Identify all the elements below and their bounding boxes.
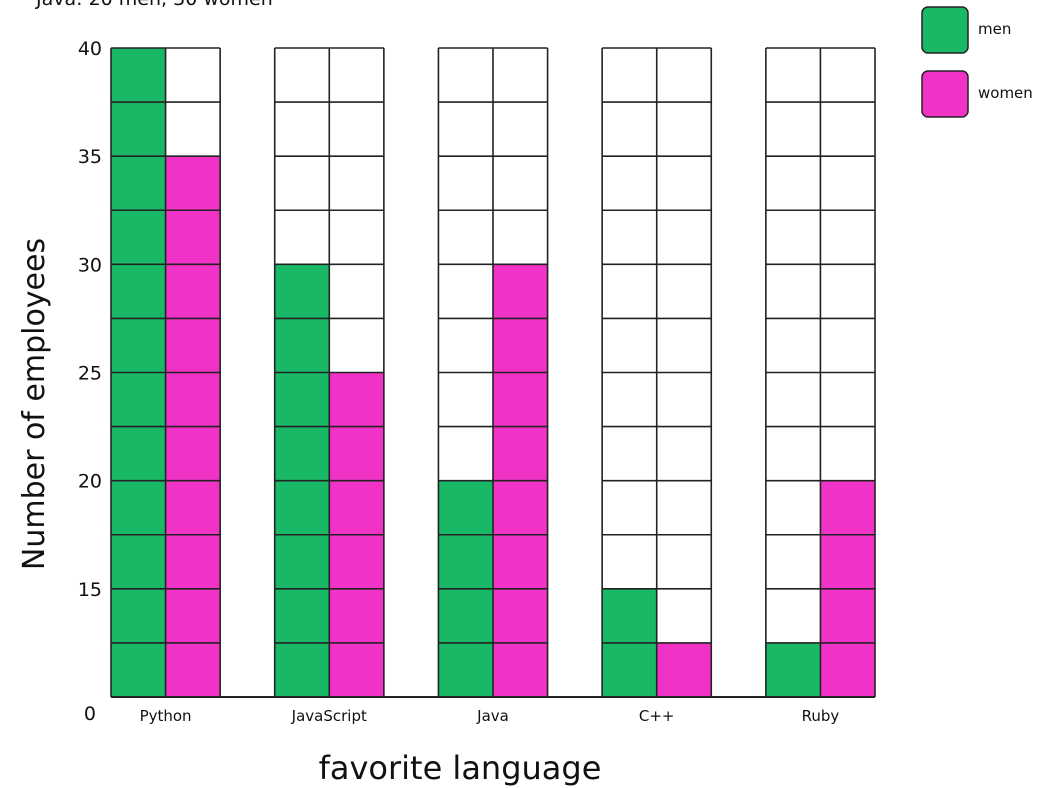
legend-label-women: women xyxy=(978,84,1033,102)
y-tick-30: 30 xyxy=(78,254,102,276)
y-tick-35: 35 xyxy=(78,146,102,168)
bar-women-c- xyxy=(657,643,712,697)
category-label-c-: C++ xyxy=(639,707,675,725)
y-tick-labels: 0 15 20 25 30 35 40 xyxy=(78,38,102,725)
bar-men-ruby xyxy=(766,643,821,697)
gridlines xyxy=(111,48,875,697)
legend-swatch-men xyxy=(922,7,968,53)
category-label-python: Python xyxy=(140,707,192,725)
y-tick-40: 40 xyxy=(78,38,102,60)
legend: men women xyxy=(922,7,1033,117)
legend-swatch-women xyxy=(922,71,968,117)
y-tick-0: 0 xyxy=(84,703,96,725)
y-tick-25: 25 xyxy=(78,363,102,385)
y-tick-20: 20 xyxy=(78,471,102,493)
y-axis-label: Number of employees xyxy=(17,238,52,570)
x-axis-label: favorite language xyxy=(319,749,602,787)
category-labels: Python JavaScript Java C++ Ruby xyxy=(140,707,840,725)
legend-label-men: men xyxy=(978,20,1011,38)
category-label-javascript: JavaScript xyxy=(291,707,367,725)
y-tick-15: 15 xyxy=(78,579,102,601)
category-label-ruby: Ruby xyxy=(802,707,840,725)
category-label-java: Java xyxy=(476,707,509,725)
